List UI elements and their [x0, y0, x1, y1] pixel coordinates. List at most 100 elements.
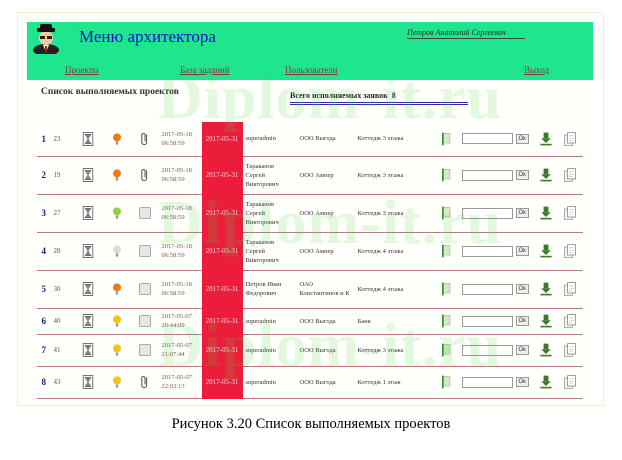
object-name: Коттедж 3 этажа	[355, 194, 434, 233]
flag-icon[interactable]	[438, 205, 454, 221]
paperclip-icon[interactable]	[137, 374, 153, 390]
ok-button[interactable]: Ок	[515, 316, 529, 326]
comment-input[interactable]	[461, 245, 513, 257]
ok-button[interactable]: Ок	[515, 208, 529, 218]
download-icon[interactable]	[538, 374, 554, 390]
priority-cell	[103, 270, 132, 309]
organization: ООО Ампер	[297, 156, 356, 195]
copy-pages-icon[interactable]	[562, 281, 578, 297]
flag-icon[interactable]	[438, 243, 454, 259]
flag-cell	[433, 366, 460, 399]
hourglass-icon	[82, 314, 94, 328]
comment-input[interactable]	[461, 169, 513, 181]
comment-cell: Ок	[459, 270, 534, 309]
flag-icon[interactable]	[438, 131, 454, 147]
comment-input[interactable]	[461, 344, 513, 356]
empty-file-icon[interactable]	[137, 281, 153, 297]
download-icon[interactable]	[538, 205, 554, 221]
copy-cell	[558, 122, 583, 157]
flag-icon[interactable]	[438, 281, 454, 297]
client-name: superadmin	[243, 334, 298, 367]
flag-cell	[433, 308, 460, 335]
flag-icon[interactable]	[438, 313, 454, 329]
nav-exit[interactable]: Выход	[524, 65, 550, 75]
flag-icon[interactable]	[438, 167, 454, 183]
deadline-date: 2017-05-31	[201, 334, 244, 367]
client-name: Тараканов Сергей Викторович	[243, 232, 298, 271]
download-icon[interactable]	[538, 342, 554, 358]
deadline-date: 2017-05-31	[201, 156, 244, 195]
comment-input[interactable]	[461, 283, 513, 295]
object-name: Коттедж 3 этажа	[355, 334, 434, 367]
flag-icon[interactable]	[438, 374, 454, 390]
paperclip-icon[interactable]	[137, 131, 153, 147]
copy-cell	[558, 156, 583, 195]
copy-pages-icon[interactable]	[562, 205, 578, 221]
copy-cell	[558, 232, 583, 271]
paperclip-icon[interactable]	[137, 167, 153, 183]
comment-input[interactable]	[461, 207, 513, 219]
client-name: superadmin	[243, 122, 298, 157]
flag-icon[interactable]	[438, 342, 454, 358]
download-icon[interactable]	[538, 281, 554, 297]
row-number: 3	[37, 194, 52, 233]
deadline-date: 2017-05-31	[201, 194, 244, 233]
comment-cell: Ок	[459, 366, 534, 399]
row-number: 7	[37, 334, 52, 367]
status-cell	[73, 122, 104, 157]
priority-cell	[103, 308, 132, 335]
header-bar: Меню архитектора Петров Анатолий Сергеев…	[27, 22, 593, 80]
object-name: Коттедж 4 этажа	[355, 270, 434, 309]
row-number: 4	[37, 232, 52, 271]
download-icon[interactable]	[538, 313, 554, 329]
hourglass-icon	[82, 282, 94, 296]
avatar-icon	[33, 24, 59, 54]
empty-file-icon[interactable]	[137, 342, 153, 358]
flag-cell	[433, 334, 460, 367]
hourglass-icon	[82, 375, 94, 389]
attachment-cell	[131, 366, 160, 399]
copy-cell	[558, 194, 583, 233]
ok-button[interactable]: Ок	[515, 377, 529, 387]
ok-button[interactable]: Ок	[515, 246, 529, 256]
row-number: 1	[37, 122, 52, 157]
organization: ООО Выгода	[297, 334, 356, 367]
comment-input[interactable]	[461, 376, 513, 388]
request-id: 41	[51, 334, 74, 367]
client-name: Тараканов Сергей Викторович	[243, 194, 298, 233]
attachment-cell	[131, 334, 160, 367]
ok-button[interactable]: Ок	[515, 133, 529, 144]
empty-file-icon[interactable]	[137, 313, 153, 329]
download-icon[interactable]	[538, 243, 554, 259]
copy-pages-icon[interactable]	[562, 243, 578, 259]
table-row: 3 27 2017-05-18 06:58:59 2017-05-31 Таракано…	[37, 194, 583, 233]
download-cell	[533, 194, 559, 233]
request-id: 43	[51, 366, 74, 399]
hourglass-icon	[82, 343, 94, 357]
nav-tasks-db[interactable]: База заданий	[180, 65, 230, 75]
created-date: 2017-05-18 06:58:59	[159, 194, 202, 233]
empty-file-icon[interactable]	[137, 205, 153, 221]
download-icon[interactable]	[538, 167, 554, 183]
ok-button[interactable]: Ок	[515, 170, 529, 180]
organization: ООО Выгода	[297, 308, 356, 335]
download-icon[interactable]	[538, 131, 554, 147]
copy-pages-icon[interactable]	[562, 374, 578, 390]
comment-input[interactable]	[461, 315, 513, 327]
ok-button[interactable]: Ок	[515, 284, 529, 294]
nav-projects[interactable]: Проекты	[65, 65, 99, 75]
request-id: 30	[51, 270, 74, 309]
download-cell	[533, 270, 559, 309]
copy-pages-icon[interactable]	[562, 131, 578, 147]
created-date: 2017-05-18 06:58:59	[159, 270, 202, 309]
nav-users[interactable]: Пользователи	[285, 65, 338, 75]
ok-button[interactable]: Ок	[515, 345, 529, 355]
empty-file-icon[interactable]	[137, 243, 153, 259]
copy-pages-icon[interactable]	[562, 342, 578, 358]
copy-pages-icon[interactable]	[562, 313, 578, 329]
status-cell	[73, 334, 104, 367]
comment-input[interactable]	[461, 133, 513, 145]
table-row: 7 41 2017-05-07 21:07:44 2017-05-31 superadm…	[37, 334, 583, 367]
copy-pages-icon[interactable]	[562, 167, 578, 183]
row-number: 5	[37, 270, 52, 309]
